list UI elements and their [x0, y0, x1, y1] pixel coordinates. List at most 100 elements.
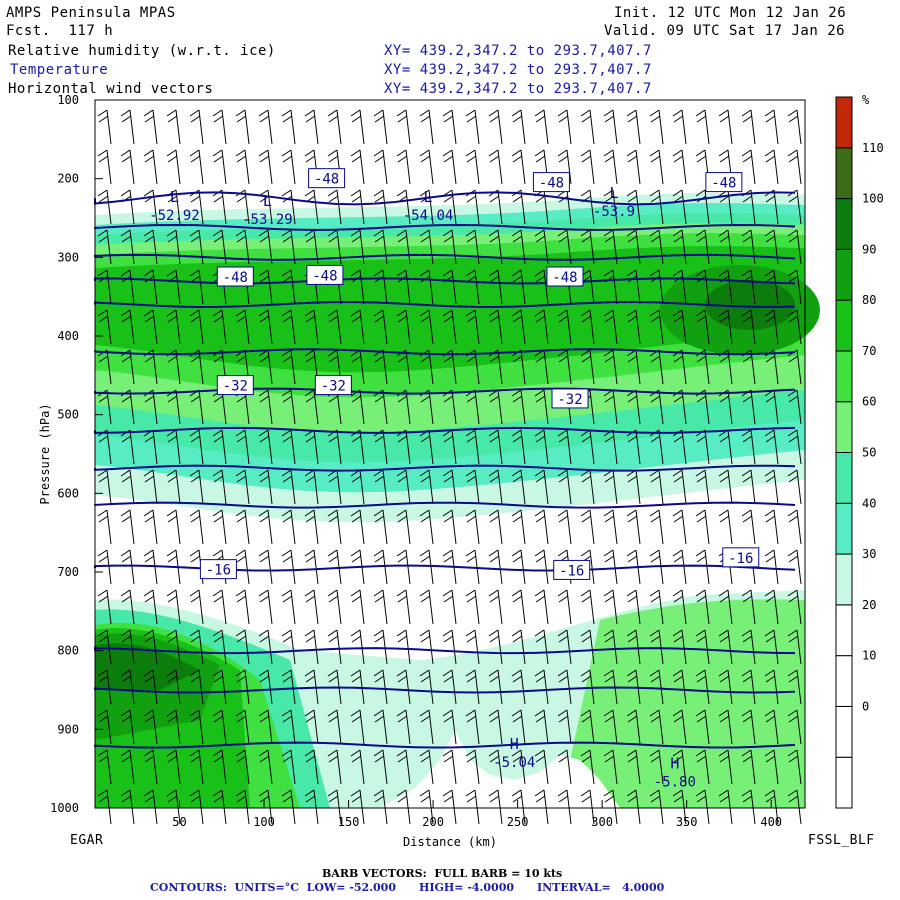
- barb-flag: [673, 115, 684, 123]
- barb-flag: [304, 309, 315, 317]
- barb-flag: [236, 515, 247, 523]
- barb-flag: [213, 715, 224, 723]
- barb-flag: [304, 189, 315, 197]
- barb-flag: [443, 715, 454, 723]
- barb-flag: [189, 749, 200, 757]
- barb-staff: [198, 109, 204, 145]
- barb-flag: [236, 395, 247, 403]
- barb-flag: [327, 789, 338, 797]
- barb-flag: [259, 795, 270, 803]
- barb-staff: [221, 109, 227, 145]
- barb-flag: [465, 429, 476, 437]
- x-axis-label: Distance (km): [403, 835, 497, 849]
- barb-flag: [443, 435, 454, 443]
- barb-flag: [189, 709, 200, 717]
- colorbar-swatch: [835, 452, 853, 504]
- temperature-contour: [94, 191, 796, 206]
- barb-flag: [235, 549, 246, 557]
- barb-flag: [626, 549, 637, 557]
- barb-flag: [465, 149, 476, 157]
- barb-flag: [788, 115, 799, 123]
- barb-flag: [166, 229, 177, 237]
- barb-flag: [420, 515, 431, 523]
- barb-flag: [580, 309, 591, 317]
- barb-flag: [143, 549, 154, 557]
- barb-flag: [466, 755, 477, 763]
- barb-flag: [765, 475, 776, 483]
- barb-flag: [627, 515, 638, 523]
- barb-flag: [167, 115, 178, 123]
- barb-flag: [374, 715, 385, 723]
- barb-flag: [581, 595, 592, 603]
- barb-flag: [719, 515, 730, 523]
- barb-flag: [558, 795, 569, 803]
- barb-flag: [580, 549, 591, 557]
- barb-flag: [603, 749, 614, 757]
- barb-flag: [97, 109, 108, 117]
- barb-flag: [534, 749, 545, 757]
- barb-flag: [420, 475, 431, 483]
- barb-flag: [373, 789, 384, 797]
- barb-flag: [603, 309, 614, 317]
- contour-extrema: L -52.92 L -53.29 L -54.04 L -53.9 H -5.04 H -5.80: [149, 184, 696, 790]
- barb-flag: [98, 635, 109, 643]
- barb-flag: [397, 475, 408, 483]
- barb-flag: [672, 789, 683, 797]
- barb-flag: [304, 709, 315, 717]
- barb-flag: [190, 355, 201, 363]
- barb-flag: [672, 669, 683, 677]
- x-tick-label: 100: [253, 815, 275, 829]
- barb-flag: [534, 789, 545, 797]
- barb-flag: [327, 189, 338, 197]
- barb-flag: [282, 435, 293, 443]
- colorbar-tick-label: 100: [862, 192, 884, 206]
- barb-flag: [511, 309, 522, 317]
- barb-flag: [190, 115, 201, 123]
- colorbar-swatch: [835, 350, 853, 403]
- barb-flag: [580, 629, 591, 637]
- barb-flag: [581, 795, 592, 803]
- contour-label-box: [314, 375, 352, 396]
- barb-flag: [489, 315, 500, 323]
- barb-flag: [488, 109, 499, 117]
- barb-flag: [626, 589, 637, 597]
- barb-flag: [259, 715, 270, 723]
- barb-flag: [581, 755, 592, 763]
- barb-flag: [488, 469, 499, 477]
- barb-flag: [534, 669, 545, 677]
- barb-flag: [98, 795, 109, 803]
- barb-flag: [788, 515, 799, 523]
- barb-staff: [520, 509, 526, 545]
- barb-flag: [120, 309, 131, 317]
- barb-flag: [650, 475, 661, 483]
- barb-flag: [695, 189, 706, 197]
- barb-flag: [741, 589, 752, 597]
- barb-flag: [259, 435, 270, 443]
- barb-flag: [189, 109, 200, 117]
- barb-flag: [604, 515, 615, 523]
- barb-flag: [604, 395, 615, 403]
- barb-flag: [442, 589, 453, 597]
- barb-flag: [695, 149, 706, 157]
- barb-flag: [696, 315, 707, 323]
- barb-staff: [313, 549, 319, 585]
- barb-flag: [696, 795, 707, 803]
- extremum-marker: L: [609, 184, 618, 202]
- barb-flag: [121, 355, 132, 363]
- barb-flag: [787, 509, 798, 517]
- barb-flag: [144, 755, 155, 763]
- barb-flag: [397, 555, 408, 563]
- barb-flag: [488, 589, 499, 597]
- barb-staff: [773, 509, 779, 545]
- barb-flag: [236, 315, 247, 323]
- barb-flag: [305, 795, 316, 803]
- barb-flag: [304, 669, 315, 677]
- barb-flag: [673, 755, 684, 763]
- barb-flag: [120, 229, 131, 237]
- barb-flag: [305, 755, 316, 763]
- barb-flag: [420, 115, 431, 123]
- barb-flag: [374, 555, 385, 563]
- barb-staff: [681, 509, 687, 545]
- barb-flag: [604, 355, 615, 363]
- barb-flag: [442, 629, 453, 637]
